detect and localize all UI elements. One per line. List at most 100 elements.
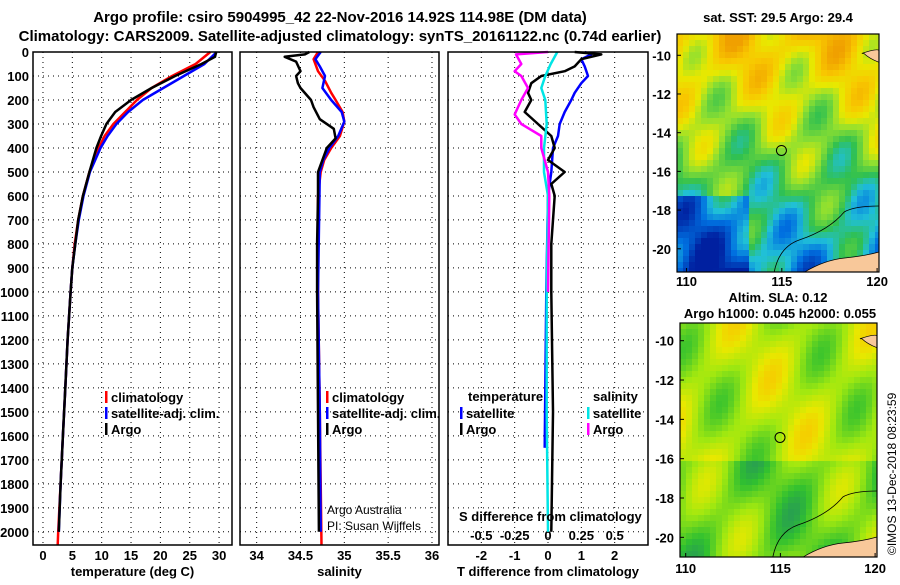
map-cell xyxy=(836,521,843,528)
map-cell xyxy=(701,268,708,273)
map-cell xyxy=(686,407,693,414)
map-cell xyxy=(725,190,732,197)
map-cell xyxy=(860,377,867,384)
map-cell xyxy=(836,485,843,492)
map-cell xyxy=(677,76,684,83)
map-cell xyxy=(782,389,789,396)
map-cell xyxy=(734,533,741,540)
map-cell xyxy=(791,208,798,215)
map-cell xyxy=(857,220,864,227)
map-cell xyxy=(836,539,843,546)
map-cell xyxy=(725,136,732,143)
map-cell xyxy=(680,323,687,330)
map-cell xyxy=(746,449,753,456)
map-cell xyxy=(830,515,837,522)
map-cell xyxy=(842,359,849,366)
map-cell xyxy=(818,485,825,492)
map-cell xyxy=(695,70,702,77)
map-cell xyxy=(722,539,729,546)
map-cell xyxy=(794,341,801,348)
map-cell xyxy=(734,395,741,402)
map-cell xyxy=(713,256,720,263)
map-cell xyxy=(683,202,690,209)
map-cell xyxy=(791,148,798,155)
map-cell xyxy=(773,232,780,239)
map-cell xyxy=(824,335,831,342)
map-cell xyxy=(797,118,804,125)
map-cell xyxy=(737,178,744,185)
map-cell xyxy=(803,202,810,209)
map-cell xyxy=(734,323,741,330)
map-cell xyxy=(800,467,807,474)
map-cell xyxy=(839,136,846,143)
map-cell xyxy=(725,244,732,251)
map-cell xyxy=(860,485,867,492)
map-cell xyxy=(800,335,807,342)
map-cell xyxy=(704,461,711,468)
map-cell xyxy=(758,545,765,552)
map-cell xyxy=(836,347,843,354)
map-cell xyxy=(749,118,756,125)
map-cell xyxy=(866,521,873,528)
map-cell xyxy=(770,407,777,414)
map-cell xyxy=(683,160,690,167)
map-cell xyxy=(692,461,699,468)
map-cell xyxy=(719,178,726,185)
map-cell xyxy=(683,88,690,95)
map-cell xyxy=(764,539,771,546)
map-cell xyxy=(701,64,708,71)
map-cell xyxy=(716,533,723,540)
map-cell xyxy=(734,539,741,546)
map-cell xyxy=(842,533,849,540)
map-cell xyxy=(800,461,807,468)
map-cell xyxy=(731,106,738,113)
map-cell xyxy=(728,365,735,372)
map-cell xyxy=(722,467,729,474)
map-cell xyxy=(854,335,861,342)
map-cell xyxy=(686,395,693,402)
map-cell xyxy=(719,142,726,149)
map-cell xyxy=(698,533,705,540)
map-cell xyxy=(740,485,747,492)
map-cell xyxy=(836,371,843,378)
depth-tick-label: 1000 xyxy=(0,285,29,300)
map-cell xyxy=(821,148,828,155)
map-cell xyxy=(803,142,810,149)
map-cell xyxy=(707,106,714,113)
map-cell xyxy=(755,46,762,53)
depth-tick-label: 600 xyxy=(7,189,29,204)
map-cell xyxy=(815,112,822,119)
map-cell xyxy=(875,40,880,47)
map-cell xyxy=(719,118,726,125)
map-cell xyxy=(749,64,756,71)
map-cell xyxy=(773,130,780,137)
map-cell xyxy=(728,485,735,492)
map-cell xyxy=(797,100,804,107)
map-cell xyxy=(761,154,768,161)
map-cell xyxy=(746,479,753,486)
map-cell xyxy=(731,214,738,221)
map-cell xyxy=(719,208,726,215)
map-cell xyxy=(836,497,843,504)
map-cell xyxy=(680,551,687,558)
map-cell xyxy=(758,395,765,402)
map-cell xyxy=(713,148,720,155)
map-cell xyxy=(698,413,705,420)
map-cell xyxy=(800,413,807,420)
map-cell xyxy=(803,208,810,215)
map-cell xyxy=(677,226,684,233)
map-cell xyxy=(716,467,723,474)
map-cell xyxy=(851,34,858,41)
map-cell xyxy=(755,106,762,113)
map-cell xyxy=(689,46,696,53)
map-cell xyxy=(725,76,732,83)
map-cell xyxy=(683,214,690,221)
map-cell xyxy=(836,359,843,366)
map-cell xyxy=(734,509,741,516)
map-cell xyxy=(716,323,723,330)
map-cell xyxy=(815,34,822,41)
map-cell xyxy=(839,70,846,77)
depth-tick-label: 800 xyxy=(7,237,29,252)
map-cell xyxy=(809,208,816,215)
map-cell xyxy=(677,148,684,155)
